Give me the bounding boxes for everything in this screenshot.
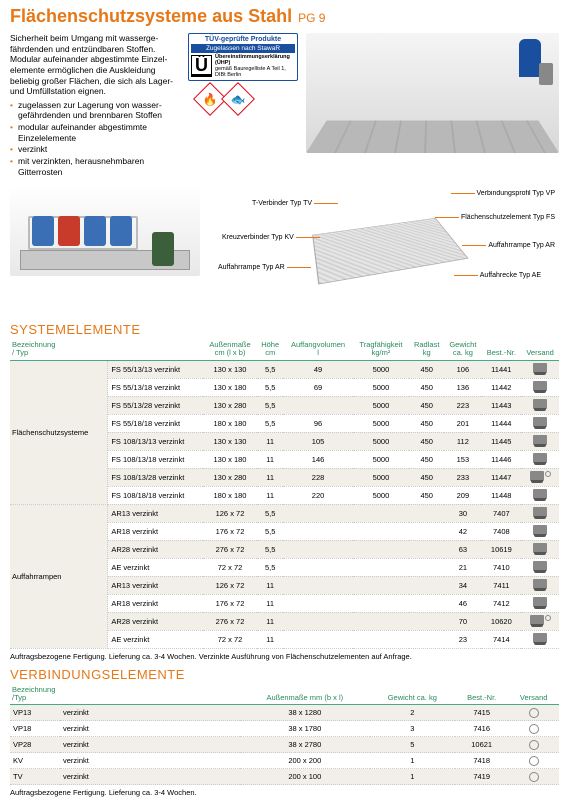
parcel-icon — [529, 772, 539, 782]
intro-paragraph: Sicherheit beim Umgang mit wasserge­fähr… — [10, 33, 180, 97]
truck-icon — [533, 489, 547, 499]
table-row: AuffahrrampenAR13 verzinkt126 x 725,5307… — [10, 504, 559, 522]
systemelemente-table: Bezeichnung/ TypAußenmaßecm (l x b)Höhec… — [10, 339, 559, 649]
section2-header: VERBINDUNGSELEMENTE — [10, 667, 559, 682]
table-row: TVverzinkt200 x 10017419 — [10, 769, 559, 785]
table-row: VP28verzinkt38 x 2780510621 — [10, 737, 559, 753]
parcel-icon — [529, 708, 539, 718]
table-row: KVverzinkt200 x 20017418 — [10, 753, 559, 769]
mid-row: T-Verbinder Typ TV Verbindungs­profil Ty… — [10, 186, 559, 316]
intro-block: Sicherheit beim Umgang mit wasserge­fähr… — [10, 33, 180, 178]
truck-icon — [533, 597, 547, 607]
ghs-environment-icon: 🐟 — [221, 82, 255, 116]
truck-icon — [533, 435, 547, 445]
plus-icon — [545, 471, 551, 477]
truck-icon — [533, 561, 547, 571]
truck-icon — [533, 633, 547, 643]
truck-icon — [533, 363, 547, 373]
truck-icon — [533, 579, 547, 589]
parcel-icon — [529, 740, 539, 750]
u-mark-icon: Ü — [191, 55, 212, 77]
assembly-diagram: T-Verbinder Typ TV Verbindungs­profil Ty… — [212, 186, 559, 316]
table-row: VP13verzinkt38 x 128027415 — [10, 705, 559, 721]
truck-icon — [530, 471, 544, 481]
truck-icon — [533, 525, 547, 535]
footnote-2: Auftragsbezogene Fertigung. Lieferung ca… — [10, 788, 559, 797]
truck-icon — [533, 381, 547, 391]
truck-icon — [533, 453, 547, 463]
plus-icon — [545, 615, 551, 621]
table-row: Flächenschutz­systemeFS 55/13/13 verzink… — [10, 360, 559, 378]
page-title: Flächenschutzsysteme aus StahlPG 9 — [10, 6, 559, 27]
truck-icon — [530, 615, 544, 625]
intro-bullets: zugelassen zur Lagerung von wasser­gefäh… — [10, 100, 180, 177]
section1-header: SYSTEMELEMENTE — [10, 322, 559, 337]
truck-icon — [533, 417, 547, 427]
tuv-badge: TÜV-geprüfte Produkte Zugelassen nach St… — [188, 33, 298, 178]
parcel-icon — [529, 756, 539, 766]
footnote-1: Auftragsbezogene Fertigung. Lieferung ca… — [10, 652, 559, 661]
barrel-rack-photo — [10, 186, 200, 276]
parcel-icon — [529, 724, 539, 734]
hazard-icons: 🔥 🐟 — [198, 87, 298, 111]
truck-icon — [533, 543, 547, 553]
hero-photo — [306, 33, 559, 153]
truck-icon — [533, 399, 547, 409]
table-row: VP18verzinkt38 x 178037416 — [10, 721, 559, 737]
top-row: Sicherheit beim Umgang mit wasserge­fähr… — [10, 33, 559, 178]
truck-icon — [533, 507, 547, 517]
verbindungselemente-table: Bezeichnung /TypAußenmaße mm (b x l)Gewi… — [10, 684, 559, 786]
